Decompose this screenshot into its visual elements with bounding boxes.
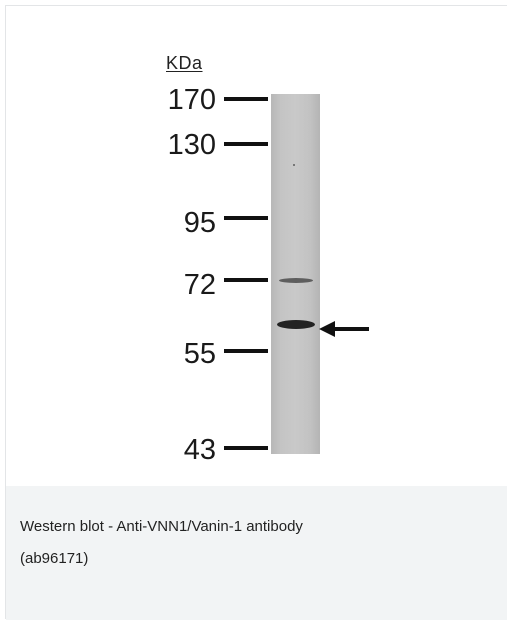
arrow-left-icon bbox=[319, 321, 369, 337]
caption-line-1: Western blot - Anti-VNN1/Vanin-1 antibod… bbox=[20, 518, 303, 535]
band-72kda bbox=[279, 278, 313, 283]
marker-tick-55 bbox=[224, 349, 268, 353]
marker-label-43: 43 bbox=[183, 434, 216, 466]
marker-tick-130 bbox=[224, 142, 268, 146]
western-blot-image: KDa 170 130 95 72 55 43 bbox=[6, 6, 507, 486]
marker-tick-95 bbox=[224, 216, 268, 220]
marker-tick-170 bbox=[224, 97, 268, 101]
marker-label-55: 55 bbox=[183, 338, 216, 370]
figure-caption: Western blot - Anti-VNN1/Vanin-1 antibod… bbox=[6, 486, 507, 620]
band-main bbox=[277, 320, 315, 329]
marker-label-95: 95 bbox=[183, 207, 216, 239]
marker-tick-43 bbox=[224, 446, 268, 450]
blot-lane bbox=[271, 94, 320, 454]
lane-speck bbox=[293, 164, 295, 166]
marker-label-170: 170 bbox=[167, 84, 216, 116]
unit-label: KDa bbox=[166, 53, 203, 73]
marker-label-130: 130 bbox=[167, 129, 216, 161]
marker-label-72: 72 bbox=[183, 269, 216, 301]
caption-line-2: (ab96171) bbox=[20, 550, 89, 567]
marker-tick-72 bbox=[224, 278, 268, 282]
figure-card: KDa 170 130 95 72 55 43 Western blot - A… bbox=[5, 5, 507, 620]
